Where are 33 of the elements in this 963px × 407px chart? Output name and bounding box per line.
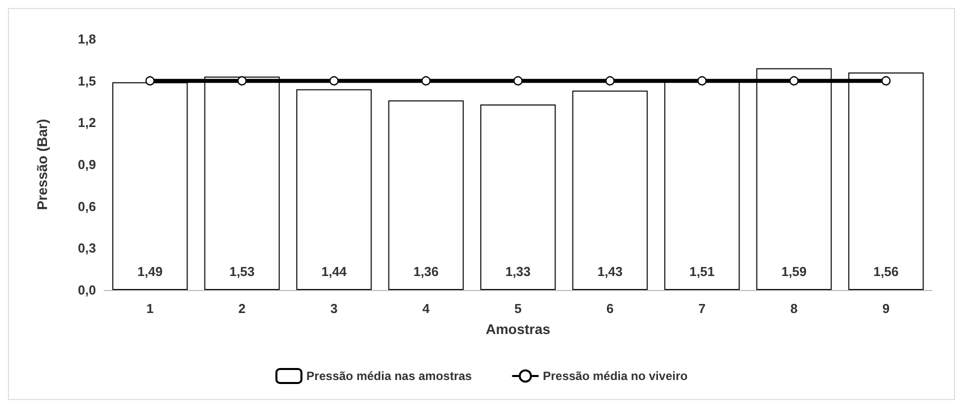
- y-tick-label: 0,0: [78, 282, 96, 298]
- legend-label: Pressão média no viveiro: [542, 369, 688, 383]
- bar: [388, 100, 464, 290]
- bar: [572, 90, 648, 290]
- x-tick-label: 9: [882, 301, 890, 316]
- data-label: 1,56: [873, 264, 899, 279]
- data-label: 1,53: [229, 264, 255, 279]
- x-axis-title: Amostras: [486, 321, 550, 337]
- data-label: 1,43: [597, 264, 623, 279]
- data-label: 1,36: [413, 264, 439, 279]
- data-label: 1,44: [321, 264, 348, 279]
- y-tick-label: 1,5: [78, 73, 96, 88]
- bar: [480, 104, 556, 290]
- y-tick-label: 0,3: [78, 240, 96, 256]
- bar: [296, 89, 372, 290]
- x-tick-label: 6: [606, 301, 614, 316]
- y-tick-label: 0,9: [78, 157, 96, 172]
- x-tick-label: 3: [330, 301, 338, 316]
- x-tick-label: 4: [422, 301, 430, 316]
- x-tick-label: 5: [514, 301, 522, 316]
- x-tick-label: 1: [146, 301, 154, 316]
- y-tick-label: 0,6: [78, 198, 96, 214]
- x-tick-label: 7: [698, 301, 706, 316]
- data-label: 1,59: [781, 264, 807, 279]
- data-label: 1,49: [137, 264, 163, 279]
- x-tick-label: 8: [790, 301, 798, 316]
- data-label: 1,51: [689, 264, 715, 279]
- y-tick-label: 1,8: [78, 32, 96, 46]
- y-axis-title: Pressão (Bar): [34, 118, 50, 210]
- data-label: 1,33: [505, 264, 531, 279]
- legend-label: Pressão média nas amostras: [306, 369, 472, 383]
- x-tick-label: 2: [238, 301, 246, 316]
- y-tick-label: 1,2: [78, 115, 96, 130]
